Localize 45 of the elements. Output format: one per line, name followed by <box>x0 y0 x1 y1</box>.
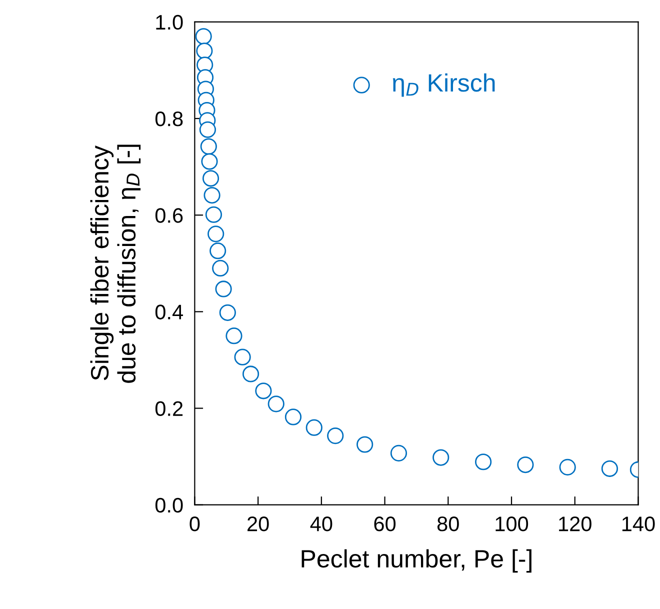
x-tick-label: 40 <box>310 516 332 532</box>
x-tick-label: 80 <box>437 516 459 532</box>
point <box>210 242 226 260</box>
x-tick-label: 20 <box>248 516 269 532</box>
point <box>306 419 322 436</box>
point <box>234 348 251 366</box>
y-tick-label: 0.4 <box>155 304 183 320</box>
point <box>199 121 216 138</box>
y-tick-label: 0.8 <box>155 112 183 126</box>
point <box>208 226 224 242</box>
legend-label: η$_{D}$ Kirsch <box>392 73 495 97</box>
point <box>201 153 218 170</box>
point <box>202 170 220 187</box>
y-tick-label: 0.0 <box>155 498 183 513</box>
point <box>475 454 492 470</box>
y-tick-label: 0.6 <box>155 208 183 223</box>
x-axis-title: Peclet number, Pe [-] <box>302 549 532 573</box>
y-tick-label: 1.0 <box>156 14 183 30</box>
point <box>601 460 618 477</box>
point <box>212 260 229 277</box>
point <box>196 42 213 60</box>
y-axis-title: Single fiber efficiency due to diffusion, η$_{D}$ [-] <box>90 144 141 383</box>
point <box>327 428 344 444</box>
x-tick-label: 100 <box>496 516 528 532</box>
point <box>390 444 408 462</box>
point <box>195 28 212 45</box>
y-tick-label: 0.2 <box>155 401 183 416</box>
point <box>226 328 242 344</box>
point <box>559 458 576 476</box>
x-tick-label: 120 <box>559 516 592 532</box>
point <box>255 382 272 400</box>
point <box>242 366 260 382</box>
x-tick-label: 60 <box>374 516 396 532</box>
point <box>356 436 374 453</box>
point <box>517 456 534 474</box>
point <box>215 280 232 298</box>
point <box>268 396 284 412</box>
point <box>219 304 236 321</box>
x-tick-label: 0 <box>190 516 200 532</box>
point <box>432 449 450 466</box>
x-tick-label: 140 <box>622 516 655 532</box>
point <box>284 408 302 426</box>
point <box>200 138 217 155</box>
point <box>205 206 222 223</box>
point <box>204 186 220 204</box>
